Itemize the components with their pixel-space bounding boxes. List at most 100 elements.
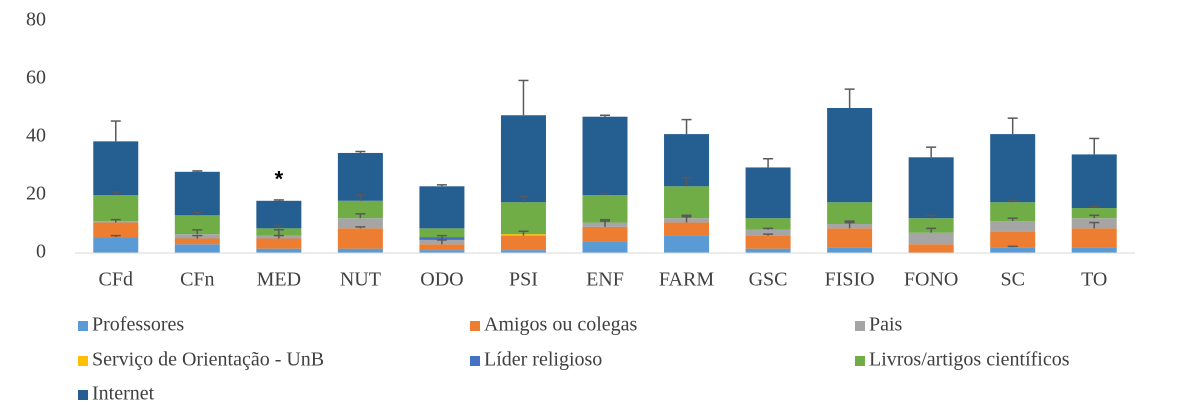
- y-tick-label: 80: [26, 9, 46, 31]
- legend-label: Pais: [869, 314, 903, 336]
- x-tick-label: CFd: [99, 269, 133, 291]
- y-tick-label: 20: [26, 183, 46, 205]
- x-tick-label: TO: [1081, 269, 1107, 291]
- legend-swatch: [78, 321, 88, 331]
- legend-swatch: [855, 321, 865, 331]
- bar-segment: [93, 141, 139, 195]
- bar-segment: [500, 115, 546, 203]
- error-bar: [355, 213, 366, 219]
- bar-segment: [990, 231, 1036, 248]
- annotation: *: [275, 167, 284, 192]
- error-bar: [518, 195, 529, 203]
- error-bar: [681, 176, 692, 187]
- error-bar: [600, 114, 610, 117]
- error-bar: [110, 218, 121, 223]
- legend-swatch: [470, 321, 480, 331]
- bar-segment: [582, 116, 628, 195]
- error-bar: [192, 229, 203, 235]
- bar-segment: [990, 247, 1036, 253]
- legend-label: Serviço de Orientação - UnB: [92, 349, 324, 371]
- error-bar: [1089, 214, 1100, 219]
- bar-segment: [419, 250, 465, 253]
- error-bar: [436, 234, 447, 240]
- bar-segment: [1071, 228, 1117, 248]
- bar-segment: [908, 244, 954, 253]
- legend-label: Professores: [92, 314, 184, 336]
- legend-label: Líder religioso: [484, 349, 602, 371]
- error-bar: [763, 158, 774, 168]
- bar-segment: [93, 237, 139, 253]
- bar-segment: [827, 247, 873, 253]
- bar-segment: [827, 228, 873, 248]
- x-tick-label: CFn: [180, 269, 214, 291]
- bar-segment: [664, 222, 710, 236]
- x-tick-label: FISIO: [825, 269, 875, 291]
- error-bar: [1089, 137, 1100, 155]
- bar-segment: [745, 229, 791, 236]
- error-bar: [1007, 200, 1018, 203]
- legend-swatch: [78, 356, 88, 366]
- bar-segment: [1071, 208, 1117, 219]
- bar-segment: [174, 215, 220, 235]
- bar-segment: [93, 195, 139, 222]
- error-bar: [844, 220, 855, 224]
- error-bar: [110, 120, 121, 142]
- error-bar: [681, 118, 692, 135]
- bar-segment: [500, 250, 546, 253]
- bar-segment: [582, 226, 628, 242]
- error-bar: [110, 234, 121, 238]
- bar-segment: [337, 152, 383, 201]
- error-bar: [273, 224, 284, 229]
- y-tick-label: 40: [26, 125, 46, 147]
- bar-segment: [908, 157, 954, 219]
- bar-segment: [1071, 154, 1117, 209]
- error-bar: [273, 229, 284, 236]
- bar-segment: [990, 134, 1036, 203]
- bar-segment: [174, 171, 220, 216]
- error-bar: [844, 88, 855, 108]
- error-bar: [192, 211, 203, 216]
- bar-segment: [500, 202, 546, 235]
- bar-segment: [256, 238, 302, 249]
- x-tick-label: FARM: [659, 269, 714, 291]
- error-bar: [600, 218, 610, 223]
- error-bar: [1089, 221, 1100, 229]
- bar-segment: [908, 232, 954, 245]
- x-tick-label: GSC: [749, 269, 788, 291]
- legend-label: Livros/artigos científicos: [869, 349, 1070, 371]
- bar-segment: [419, 186, 465, 229]
- x-tick-label: MED: [257, 269, 301, 291]
- error-bar: [926, 214, 937, 219]
- x-tick-label: FONO: [904, 269, 958, 291]
- error-bar: [518, 230, 529, 236]
- legend-label: Internet: [92, 383, 155, 405]
- bar-segment: [337, 248, 383, 253]
- error-bar: [926, 227, 937, 233]
- legend-swatch: [855, 356, 865, 366]
- bar-segment: [419, 244, 465, 251]
- bar-segment: [745, 235, 791, 249]
- error-bar: [355, 226, 366, 229]
- error-bar: [926, 146, 937, 158]
- bar-segment: [1071, 247, 1117, 253]
- error-bar: [273, 199, 284, 201]
- error-bar: [436, 184, 447, 187]
- error-bar: [192, 234, 203, 239]
- error-bar: [1007, 117, 1018, 135]
- bar-segment: [337, 218, 383, 229]
- bar-segment: [908, 218, 954, 233]
- legend-swatch: [78, 390, 88, 400]
- y-tick-label: 60: [26, 67, 46, 89]
- x-tick-label: ODO: [420, 269, 463, 291]
- x-tick-label: PSI: [509, 269, 538, 291]
- bar-segment: [827, 108, 873, 203]
- legend-label: Amigos ou colegas: [484, 314, 638, 336]
- error-bar: [355, 150, 366, 153]
- x-tick-label: SC: [1000, 269, 1024, 291]
- error-bar: [763, 233, 774, 236]
- legend-swatch: [470, 356, 480, 366]
- error-bar: [1007, 217, 1018, 222]
- error-bar: [600, 192, 610, 195]
- y-tick-label: 0: [36, 241, 46, 263]
